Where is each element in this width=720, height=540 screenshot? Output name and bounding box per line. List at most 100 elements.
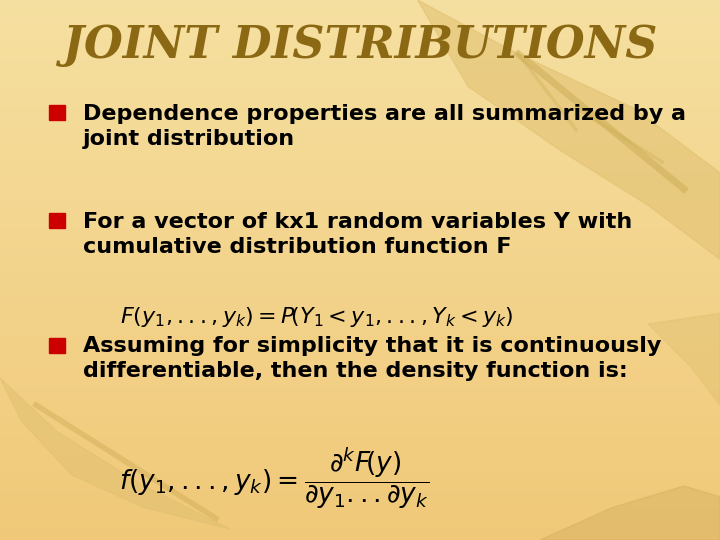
Bar xyxy=(0,5,720,11)
Bar xyxy=(0,173,720,178)
Bar xyxy=(0,124,720,130)
Bar xyxy=(0,76,720,81)
Bar xyxy=(0,135,720,140)
Bar xyxy=(0,119,720,124)
Bar xyxy=(0,270,720,275)
Bar xyxy=(0,81,720,86)
Bar xyxy=(0,189,720,194)
Bar xyxy=(0,335,720,340)
Bar xyxy=(0,324,720,329)
Bar xyxy=(49,105,65,120)
Bar xyxy=(0,346,720,351)
Bar xyxy=(0,205,720,211)
Bar xyxy=(0,464,720,470)
Bar xyxy=(0,178,720,184)
Bar xyxy=(0,297,720,302)
Bar xyxy=(0,43,720,49)
Bar xyxy=(0,70,720,76)
Bar xyxy=(0,221,720,227)
Bar xyxy=(0,32,720,38)
Text: $F\left(y_1,...,y_k\right)= P\!\left(Y_1 < y_1,...,Y_k < y_k\right)$: $F\left(y_1,...,y_k\right)= P\!\left(Y_1… xyxy=(120,305,513,329)
Polygon shape xyxy=(648,313,720,405)
Bar xyxy=(0,389,720,394)
Bar xyxy=(0,491,720,497)
Bar xyxy=(0,529,720,535)
Bar xyxy=(0,86,720,92)
Text: $f\left(y_1,...,y_k\right)=\dfrac{\partial^k F\!\left(y\right)}{\partial y_1...\: $f\left(y_1,...,y_k\right)=\dfrac{\parti… xyxy=(119,446,428,511)
Bar xyxy=(0,486,720,491)
Bar xyxy=(0,518,720,524)
Bar xyxy=(0,502,720,508)
Bar xyxy=(0,200,720,205)
Text: For a vector of kx1 random variables Y with
cumulative distribution function F: For a vector of kx1 random variables Y w… xyxy=(83,212,632,257)
Polygon shape xyxy=(418,0,720,259)
Bar xyxy=(0,394,720,400)
Bar xyxy=(0,351,720,356)
Bar xyxy=(0,340,720,346)
Bar xyxy=(0,481,720,486)
Bar xyxy=(0,238,720,243)
Bar xyxy=(0,524,720,529)
Bar xyxy=(0,286,720,292)
Bar xyxy=(0,421,720,427)
Bar xyxy=(0,535,720,540)
Bar xyxy=(0,49,720,54)
Bar xyxy=(0,475,720,481)
Bar xyxy=(0,410,720,416)
Bar xyxy=(0,448,720,454)
Bar xyxy=(0,38,720,43)
Bar xyxy=(0,497,720,502)
Bar xyxy=(0,265,720,270)
Bar xyxy=(0,383,720,389)
Bar xyxy=(0,378,720,383)
Bar xyxy=(0,400,720,405)
Bar xyxy=(0,470,720,475)
Bar xyxy=(0,454,720,459)
Bar xyxy=(0,216,720,221)
Bar xyxy=(0,59,720,65)
Bar xyxy=(0,167,720,173)
Bar xyxy=(0,275,720,281)
Bar xyxy=(0,130,720,135)
Bar xyxy=(0,0,720,5)
Bar xyxy=(0,65,720,70)
Bar xyxy=(0,373,720,378)
Bar xyxy=(0,184,720,189)
Bar xyxy=(0,416,720,421)
Bar xyxy=(0,313,720,319)
Bar xyxy=(0,459,720,464)
Bar xyxy=(0,508,720,513)
Bar xyxy=(0,254,720,259)
Bar xyxy=(0,157,720,162)
Bar xyxy=(0,16,720,22)
Bar xyxy=(0,146,720,151)
Bar xyxy=(0,103,720,108)
Bar xyxy=(0,151,720,157)
Bar xyxy=(0,97,720,103)
Bar xyxy=(0,248,720,254)
Bar xyxy=(0,427,720,432)
Bar xyxy=(49,213,65,228)
Bar xyxy=(0,302,720,308)
Polygon shape xyxy=(0,378,230,529)
Bar xyxy=(0,194,720,200)
Bar xyxy=(0,22,720,27)
Bar xyxy=(0,54,720,59)
Bar xyxy=(0,92,720,97)
Bar xyxy=(0,108,720,113)
Bar xyxy=(0,11,720,16)
Bar xyxy=(0,513,720,518)
Bar xyxy=(0,319,720,324)
Bar xyxy=(0,211,720,216)
Bar xyxy=(0,140,720,146)
Bar xyxy=(0,367,720,373)
Bar xyxy=(0,362,720,367)
Bar xyxy=(0,243,720,248)
Bar xyxy=(0,405,720,410)
Bar xyxy=(0,232,720,238)
Text: Assuming for simplicity that it is continuously
differentiable, then the density: Assuming for simplicity that it is conti… xyxy=(83,336,661,381)
Bar xyxy=(0,432,720,437)
Bar xyxy=(0,27,720,32)
Bar xyxy=(0,356,720,362)
Bar xyxy=(0,227,720,232)
